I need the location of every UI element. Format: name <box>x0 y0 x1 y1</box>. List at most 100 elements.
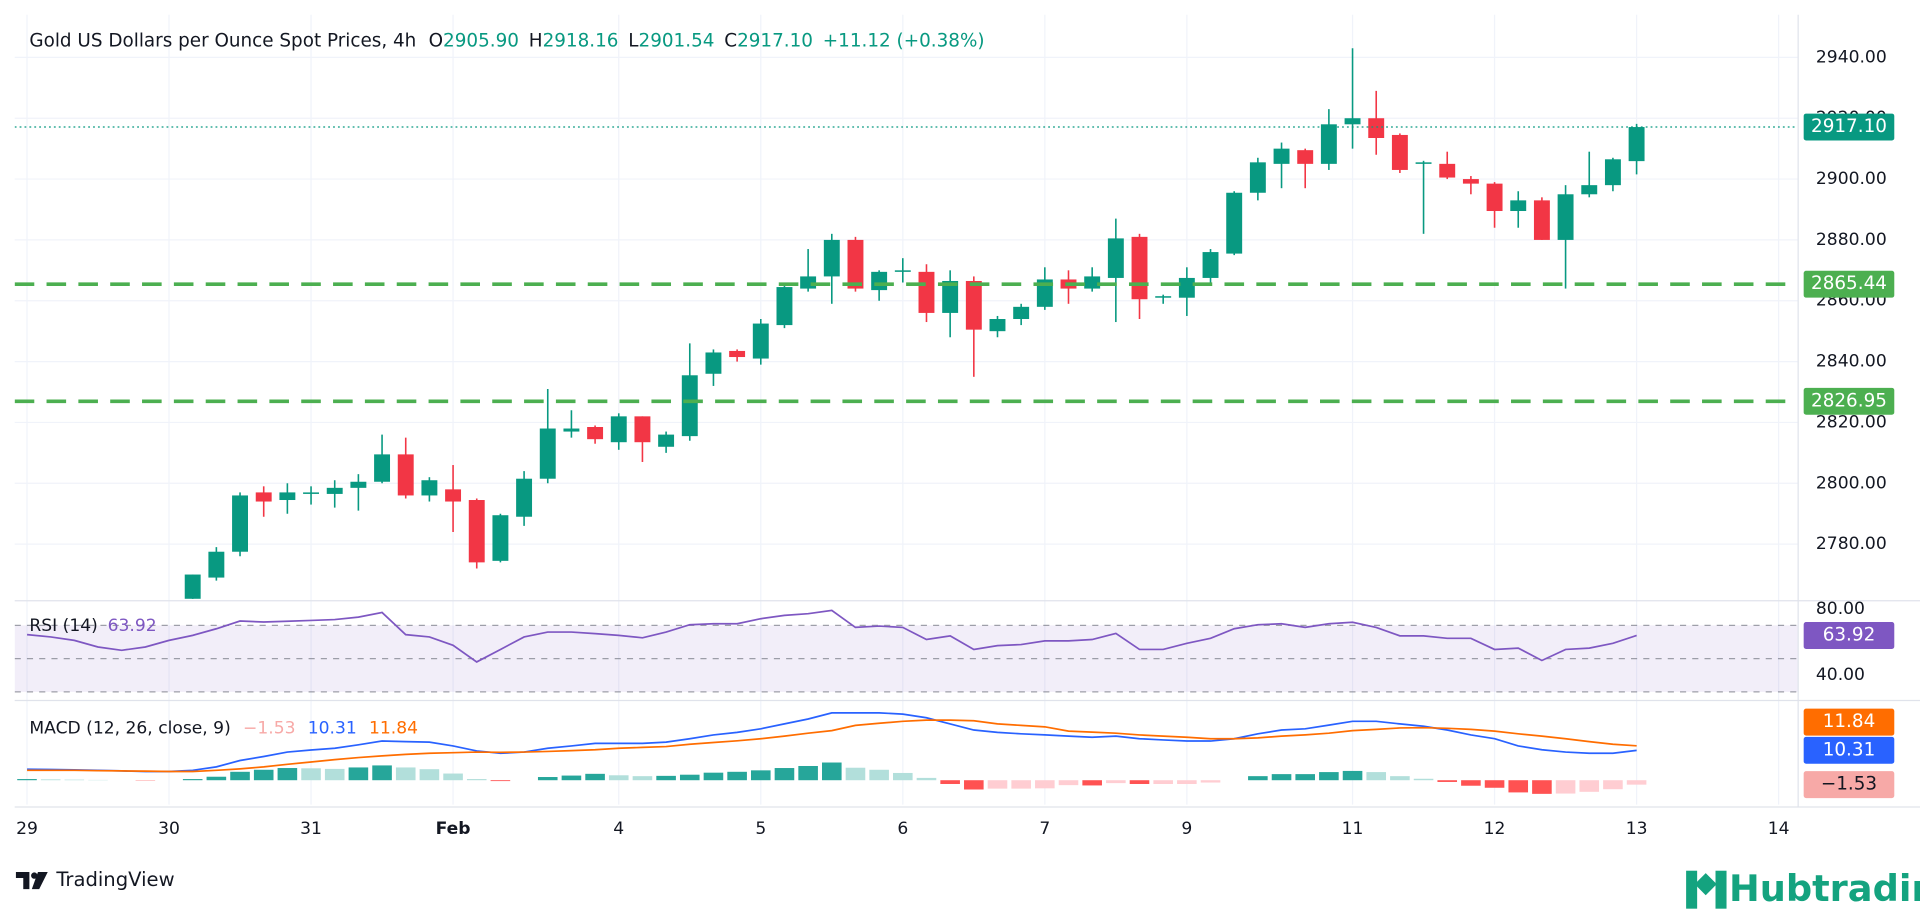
ohlc-key: H <box>529 31 543 52</box>
macd-histogram-bar <box>893 772 913 781</box>
rsi-pane <box>14 609 1798 693</box>
candle-body <box>303 492 320 494</box>
brand-right: Hubtrading <box>1729 867 1920 910</box>
macd-histogram-bar <box>253 769 274 781</box>
candle-body <box>1439 163 1456 178</box>
ohlc-value: 2905.90 <box>443 31 519 52</box>
ohlc-value: 2901.54 <box>639 31 715 52</box>
candle-body <box>374 454 391 482</box>
candle-body <box>658 434 675 447</box>
candle-body <box>705 352 722 374</box>
y-tick-label: 2800.00 <box>1816 473 1887 493</box>
candle-body <box>894 270 911 272</box>
candle-body <box>255 492 272 502</box>
candle-body <box>871 271 888 291</box>
candle-body <box>1249 162 1266 193</box>
macd-histogram-bar <box>1508 780 1529 793</box>
macd-histogram-bar <box>17 779 37 781</box>
macd-histogram-bar <box>1461 780 1481 786</box>
logo-shape <box>31 871 48 890</box>
macd-histogram-bar <box>301 768 321 781</box>
x-tick-label: 30 <box>158 819 180 839</box>
x-tick-label: 7 <box>1039 819 1050 839</box>
macd-histogram-bar <box>869 769 889 781</box>
macd-histogram-bar <box>964 780 984 790</box>
candle-body <box>1391 134 1408 170</box>
macd-histogram-bar <box>64 779 85 781</box>
candle-body <box>1510 200 1527 212</box>
macd-signal-value: 11.84 <box>369 719 418 739</box>
y-tick-label: 2780.00 <box>1816 534 1887 554</box>
macd-histogram-bar <box>1413 778 1434 781</box>
macd-value-label: 10.31 <box>1823 739 1876 760</box>
candle-body <box>445 489 462 502</box>
candle-body <box>752 323 769 359</box>
candle-body <box>208 551 225 578</box>
macd-histogram-bar <box>608 775 629 781</box>
candle-body <box>847 239 864 289</box>
rsi-value-label: 63.92 <box>1823 624 1876 645</box>
macd-hist-value: −1.53 <box>243 719 295 739</box>
macd-histogram-bar <box>1200 780 1221 783</box>
rsi-header: RSI (14) 63.92 <box>29 616 156 636</box>
y-tick-label: 2940.00 <box>1816 47 1887 67</box>
level-box <box>1803 387 1895 415</box>
macd-title: MACD (12, 26, close, 9) <box>29 719 230 739</box>
macd-histogram-bar <box>206 776 227 781</box>
macd-histogram-bar <box>1555 780 1576 794</box>
candle-body <box>1581 185 1598 195</box>
candle-body <box>1368 118 1385 139</box>
candle-body <box>965 280 982 330</box>
macd-histogram-bar <box>372 765 392 781</box>
candle-body <box>421 480 438 496</box>
macd-histogram-bar <box>1248 776 1268 781</box>
macd-histogram-bar <box>40 779 61 781</box>
macd-histogram-bar <box>1271 774 1292 781</box>
macd-histogram-bar <box>1106 780 1126 784</box>
signal-line <box>27 719 1637 773</box>
candle-body <box>823 239 840 277</box>
candle-body <box>1202 252 1219 278</box>
macd-histogram-bar <box>703 772 724 781</box>
macd-histogram-bar <box>774 768 795 781</box>
macd-histogram-bar <box>1177 780 1197 784</box>
candle-body <box>1486 183 1503 212</box>
macd-histogram-bar <box>466 779 487 781</box>
macd-pane <box>17 712 1647 794</box>
macd-histogram-bar <box>1603 780 1623 790</box>
macd-histogram-bar <box>277 768 298 781</box>
candle-body <box>1533 200 1550 240</box>
x-tick-label: Feb <box>436 819 471 839</box>
macd-value-label: 11.84 <box>1823 711 1876 732</box>
macd-value-label: −1.53 <box>1821 774 1877 795</box>
candle-body <box>1036 279 1053 307</box>
logo-shape <box>1715 870 1727 909</box>
macd-histogram-bar <box>537 777 558 781</box>
candle-body <box>989 319 1006 332</box>
candle-body <box>1084 276 1101 289</box>
candle-body <box>1131 236 1148 300</box>
candle-body <box>397 454 414 496</box>
ohlc-key: L <box>628 31 639 52</box>
ohlc-value: 2918.16 <box>543 31 619 52</box>
candle-body <box>1557 194 1574 240</box>
candle-body <box>1320 124 1337 164</box>
candle-body <box>1604 159 1621 186</box>
candle-body <box>1013 306 1030 320</box>
macd-histogram-bar <box>182 779 203 781</box>
x-tick-label: 29 <box>16 819 38 839</box>
macd-histogram-bar <box>1082 780 1102 786</box>
candle-body <box>1415 162 1432 164</box>
candle-body <box>563 428 580 432</box>
candle-body <box>1107 238 1124 278</box>
macd-histogram-bar <box>348 767 369 781</box>
macd-histogram-bar <box>679 774 700 781</box>
macd-histogram-bar <box>798 765 818 781</box>
tradingview-logo <box>15 871 48 890</box>
macd-histogram-bar <box>443 773 463 781</box>
x-tick-label: 14 <box>1768 819 1790 839</box>
x-tick-label: 31 <box>300 819 322 839</box>
rsi-title: RSI (14) <box>29 616 97 636</box>
candle-body <box>1462 179 1479 184</box>
